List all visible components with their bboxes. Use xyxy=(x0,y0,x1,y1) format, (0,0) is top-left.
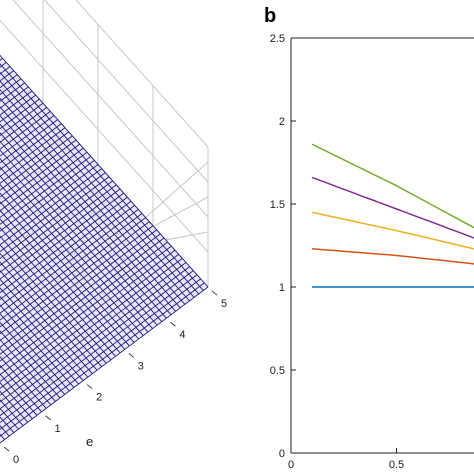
surface-plot: 0 1 2 3 4 5 e xyxy=(0,0,227,466)
e-tick-label: 0 xyxy=(13,454,19,466)
mesh-line xyxy=(0,221,150,335)
mesh-line xyxy=(0,127,66,178)
e-tick-mark xyxy=(170,321,176,327)
mesh-line xyxy=(0,176,110,260)
e-tick-label: 4 xyxy=(179,329,185,341)
mesh-line xyxy=(0,233,161,355)
mesh-line xyxy=(0,270,194,417)
back-wall-gridline xyxy=(43,0,209,183)
y-tick-label: 1.5 xyxy=(270,199,285,211)
y-tick-label: 0 xyxy=(279,448,285,460)
e-tick-mark xyxy=(3,446,10,452)
mesh-line xyxy=(0,164,99,239)
x-tick-label: 0 xyxy=(288,459,294,471)
line-chart: b 00.511.522.5 0 0.5 xyxy=(264,5,474,471)
e-tick-label: 5 xyxy=(221,298,227,310)
x-tick-label: 0.5 xyxy=(389,459,404,471)
y-tick-label: 2.5 xyxy=(270,33,285,45)
mesh-line xyxy=(0,131,69,184)
e-axis-ticks: 0 1 2 3 4 5 xyxy=(3,290,227,466)
series-line-5 xyxy=(311,143,474,229)
mesh-line xyxy=(0,102,44,137)
mesh-line xyxy=(0,143,80,205)
e-tick-mark xyxy=(45,415,51,421)
mesh-line xyxy=(0,151,88,219)
e-tick-mark xyxy=(86,384,93,389)
mesh-line xyxy=(0,180,113,266)
mesh-line xyxy=(0,119,58,164)
mesh-line xyxy=(0,249,176,383)
mesh-line xyxy=(0,217,146,328)
mesh-line xyxy=(0,209,139,314)
mesh-line xyxy=(0,155,91,225)
mesh-line xyxy=(0,278,201,430)
panel-b-label: b xyxy=(264,5,276,27)
e-tick-label: 2 xyxy=(96,392,102,404)
y-tick-label: 2 xyxy=(279,116,285,128)
mesh-line xyxy=(0,172,106,253)
mesh-line xyxy=(0,286,209,444)
mesh-line xyxy=(0,213,143,321)
mesh-line xyxy=(0,237,165,362)
mesh-line xyxy=(0,229,157,348)
mesh-line xyxy=(0,160,95,232)
e-tick-label: 3 xyxy=(138,360,144,372)
mesh-line xyxy=(0,225,154,342)
mesh-line xyxy=(0,282,205,437)
mesh-line xyxy=(0,147,84,212)
y-tick-label: 1 xyxy=(279,282,285,294)
series-line-4 xyxy=(311,176,474,239)
e-tick-mark xyxy=(211,290,218,296)
series-lines xyxy=(311,143,474,288)
mesh-line xyxy=(0,274,198,424)
mesh-line xyxy=(0,111,51,150)
mesh-line xyxy=(0,188,121,280)
e-axis-label: e xyxy=(86,434,93,449)
mesh-line xyxy=(0,245,172,376)
mesh-line xyxy=(0,115,55,157)
mesh-line xyxy=(0,123,62,171)
mesh-line xyxy=(0,253,179,389)
mesh-line xyxy=(0,168,102,246)
mesh-line xyxy=(0,98,40,130)
x-axis-ticks: 0 0.5 xyxy=(288,448,404,471)
surface-mesh xyxy=(0,54,209,444)
series-line-2 xyxy=(312,248,474,265)
mesh-line xyxy=(0,196,128,294)
mesh-line xyxy=(0,262,187,403)
back-wall-gridline xyxy=(12,0,209,218)
e-tick-mark xyxy=(128,353,135,358)
mesh-line xyxy=(0,135,73,191)
mesh-line xyxy=(0,184,117,273)
e-tick-label: 1 xyxy=(55,423,61,435)
mesh-line xyxy=(0,200,132,301)
mesh-line xyxy=(0,258,183,396)
back-wall-gridline xyxy=(75,0,209,148)
mesh-line xyxy=(0,204,135,307)
series-line-3 xyxy=(311,211,474,250)
surface-fill xyxy=(0,54,209,444)
mesh-line xyxy=(0,139,77,198)
y-tick-label: 0.5 xyxy=(270,365,285,377)
back-wall-gridline xyxy=(0,19,209,253)
mesh-line xyxy=(0,94,36,123)
mesh-line xyxy=(0,241,168,369)
mesh-line xyxy=(0,266,190,410)
mesh-line xyxy=(0,106,47,143)
y-axis-ticks: 0 0.5 1 1.5 2 2.5 xyxy=(270,33,296,460)
mesh-line xyxy=(0,192,124,287)
